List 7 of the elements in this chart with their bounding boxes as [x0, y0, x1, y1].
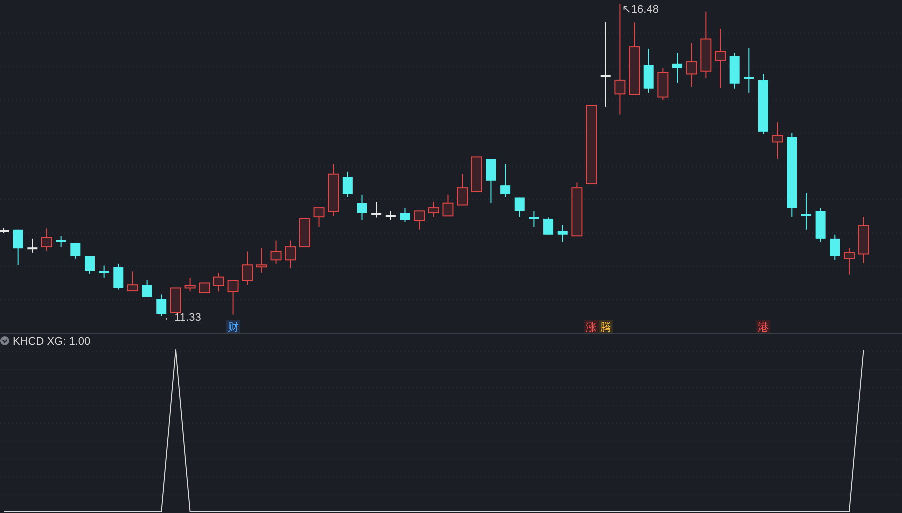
chart-title: KHCD XG: 1.00	[13, 336, 91, 348]
text: 腾	[600, 322, 612, 334]
annotation: ←11.33	[164, 312, 202, 324]
text: 财	[228, 321, 239, 334]
text: 港	[758, 321, 769, 334]
annotation: ↖16.48	[622, 4, 659, 16]
text: 涨	[586, 322, 598, 334]
